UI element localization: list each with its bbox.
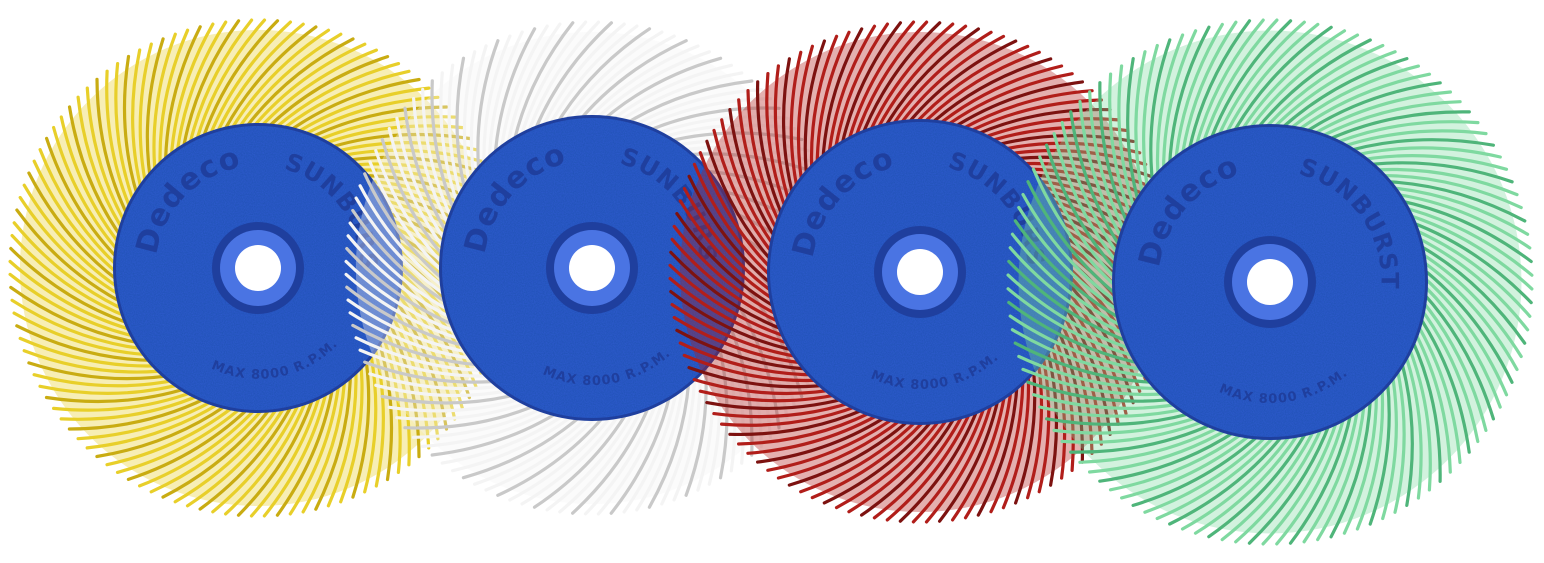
- arbor-hole: [897, 249, 943, 295]
- arbor-hole: [1247, 259, 1293, 305]
- arbor-hole: [569, 245, 615, 291]
- arbor-hole: [235, 245, 281, 291]
